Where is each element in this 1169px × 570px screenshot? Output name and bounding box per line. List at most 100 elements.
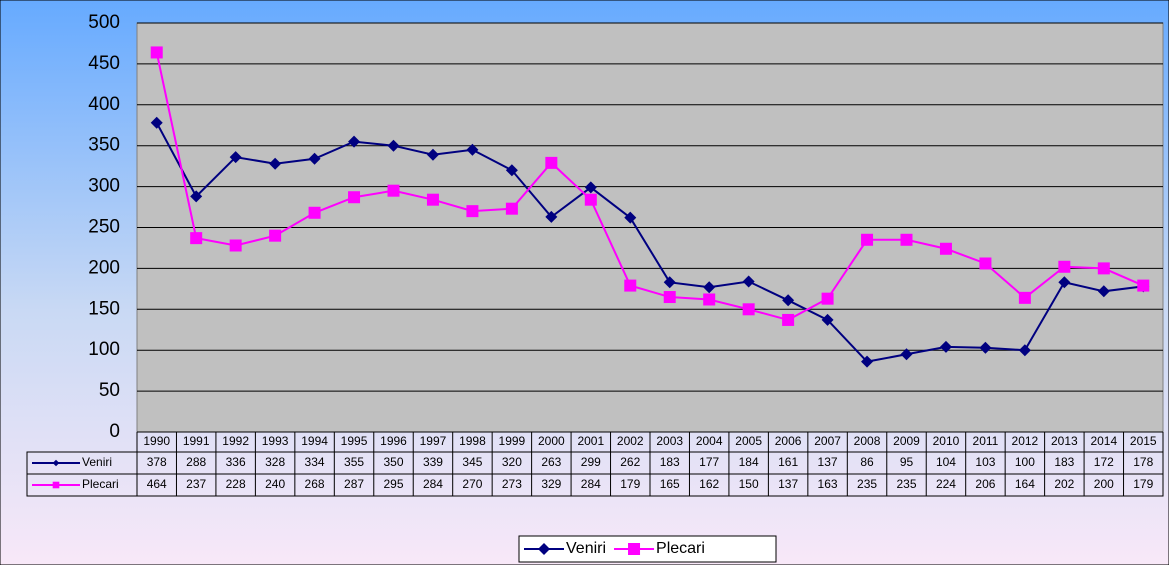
table-value: 183	[1054, 455, 1074, 469]
marker	[52, 481, 60, 489]
marker	[663, 276, 676, 289]
marker	[545, 210, 558, 223]
table-value: 263	[541, 455, 561, 469]
marker	[1097, 262, 1110, 275]
x-tick-label: 1991	[183, 434, 210, 448]
table-value: 103	[975, 455, 995, 469]
table-value: 164	[1015, 477, 1035, 491]
marker	[466, 205, 479, 218]
x-tick-label: 2010	[933, 434, 960, 448]
table-value: 137	[778, 477, 798, 491]
marker	[308, 206, 321, 219]
marker	[703, 293, 716, 306]
table-value: 320	[502, 455, 522, 469]
table-value: 228	[226, 477, 246, 491]
table-value: 86	[860, 455, 874, 469]
x-tick-label: 1999	[499, 434, 526, 448]
table-value: 284	[423, 477, 443, 491]
table-value: 150	[739, 477, 759, 491]
table-value: 287	[344, 477, 364, 491]
table-value: 177	[699, 455, 719, 469]
x-tick-label: 2005	[735, 434, 762, 448]
table-value: 299	[581, 455, 601, 469]
table-value: 237	[186, 477, 206, 491]
x-tick-label: 2006	[775, 434, 802, 448]
marker	[628, 543, 641, 555]
table-value: 165	[660, 477, 680, 491]
marker	[348, 135, 361, 148]
marker	[269, 229, 282, 242]
marker	[624, 279, 637, 292]
x-tick-label: 2003	[656, 434, 683, 448]
table-value: 270	[462, 477, 482, 491]
x-tick-label: 1997	[420, 434, 447, 448]
x-tick-label: 2015	[1130, 434, 1157, 448]
y-tick-label: 500	[88, 12, 120, 33]
marker	[1018, 291, 1031, 304]
x-tick-label: 2009	[893, 434, 920, 448]
table-value: 184	[739, 455, 759, 469]
table-value: 268	[305, 477, 325, 491]
y-tick-label: 50	[99, 380, 120, 401]
marker	[387, 139, 400, 152]
table-value: 328	[265, 455, 285, 469]
marker	[979, 341, 992, 354]
x-tick-label: 2014	[1090, 434, 1117, 448]
marker	[584, 193, 597, 206]
x-tick-label: 1998	[459, 434, 486, 448]
table-value: 95	[900, 455, 914, 469]
marker	[1058, 260, 1071, 273]
marker	[150, 116, 163, 129]
marker	[190, 232, 203, 245]
table-value: 339	[423, 455, 443, 469]
marker	[229, 239, 242, 252]
x-tick-label: 2002	[617, 434, 644, 448]
marker	[387, 184, 400, 197]
marker	[861, 233, 874, 246]
y-tick-label: 150	[88, 298, 120, 319]
table-value: 329	[541, 477, 561, 491]
marker	[624, 211, 637, 224]
marker	[426, 193, 439, 206]
x-tick-label: 1992	[222, 434, 249, 448]
y-tick-label: 250	[88, 217, 120, 238]
y-tick-label: 350	[88, 135, 120, 156]
table-value: 104	[936, 455, 956, 469]
marker	[269, 157, 282, 170]
x-tick-label: 1996	[380, 434, 407, 448]
table-value: 137	[818, 455, 838, 469]
x-tick-label: 2007	[814, 434, 841, 448]
marker	[505, 202, 518, 215]
table-value: 100	[1015, 455, 1035, 469]
x-tick-label: 2013	[1051, 434, 1078, 448]
table-value: 163	[818, 477, 838, 491]
marker	[900, 348, 913, 361]
marker	[229, 151, 242, 164]
marker	[584, 181, 597, 194]
table-value: 202	[1054, 477, 1074, 491]
table-value: 336	[226, 455, 246, 469]
table-value: 240	[265, 477, 285, 491]
marker	[900, 233, 913, 246]
table-value: 273	[502, 477, 522, 491]
marker	[939, 242, 952, 255]
marker	[742, 275, 755, 288]
x-tick-label: 2012	[1012, 434, 1039, 448]
table-value: 200	[1094, 477, 1114, 491]
table-row-label: Plecari	[82, 477, 119, 491]
marker	[466, 143, 479, 156]
series-line	[155, 122, 1144, 363]
marker	[538, 543, 550, 555]
table-value: 179	[1133, 477, 1153, 491]
marker	[742, 303, 755, 316]
x-tick-label: 2000	[538, 434, 565, 448]
marker	[190, 190, 203, 203]
table-value: 172	[1094, 455, 1114, 469]
x-tick-label: 2004	[696, 434, 723, 448]
marker	[308, 152, 321, 165]
table-value: 355	[344, 455, 364, 469]
table-value: 235	[857, 477, 877, 491]
marker	[821, 292, 834, 305]
